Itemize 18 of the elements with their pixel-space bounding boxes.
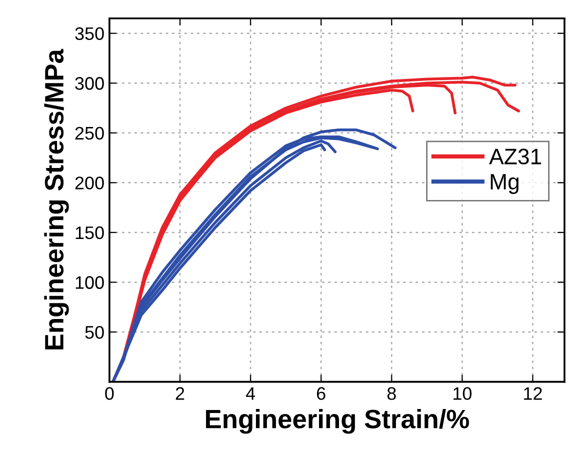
y-tick-label: 100 (76, 276, 104, 289)
x-tick-label: 8 (387, 387, 396, 400)
legend-label: AZ31 (489, 148, 542, 164)
x-tick-label: 12 (524, 387, 542, 400)
x-tick-label: 10 (454, 387, 472, 400)
x-tick-label: 4 (246, 387, 256, 400)
y-tick-label: 50 (85, 326, 104, 339)
x-tick-label: 0 (105, 387, 114, 400)
y-tick-label: 300 (75, 77, 104, 90)
y-tick-label: 200 (75, 176, 104, 190)
x-tick-label: 6 (316, 387, 326, 400)
y-tick-label: 150 (76, 226, 104, 240)
y-tick-label: 350 (75, 27, 104, 40)
y-tick-label: 250 (75, 126, 104, 140)
x-axis-title: Engineering Strain/% (206, 409, 469, 434)
x-tick-label: 2 (176, 387, 184, 400)
legend-label: Mg (490, 174, 518, 194)
y-axis-title: Engineering Stress/MPa (44, 48, 69, 350)
